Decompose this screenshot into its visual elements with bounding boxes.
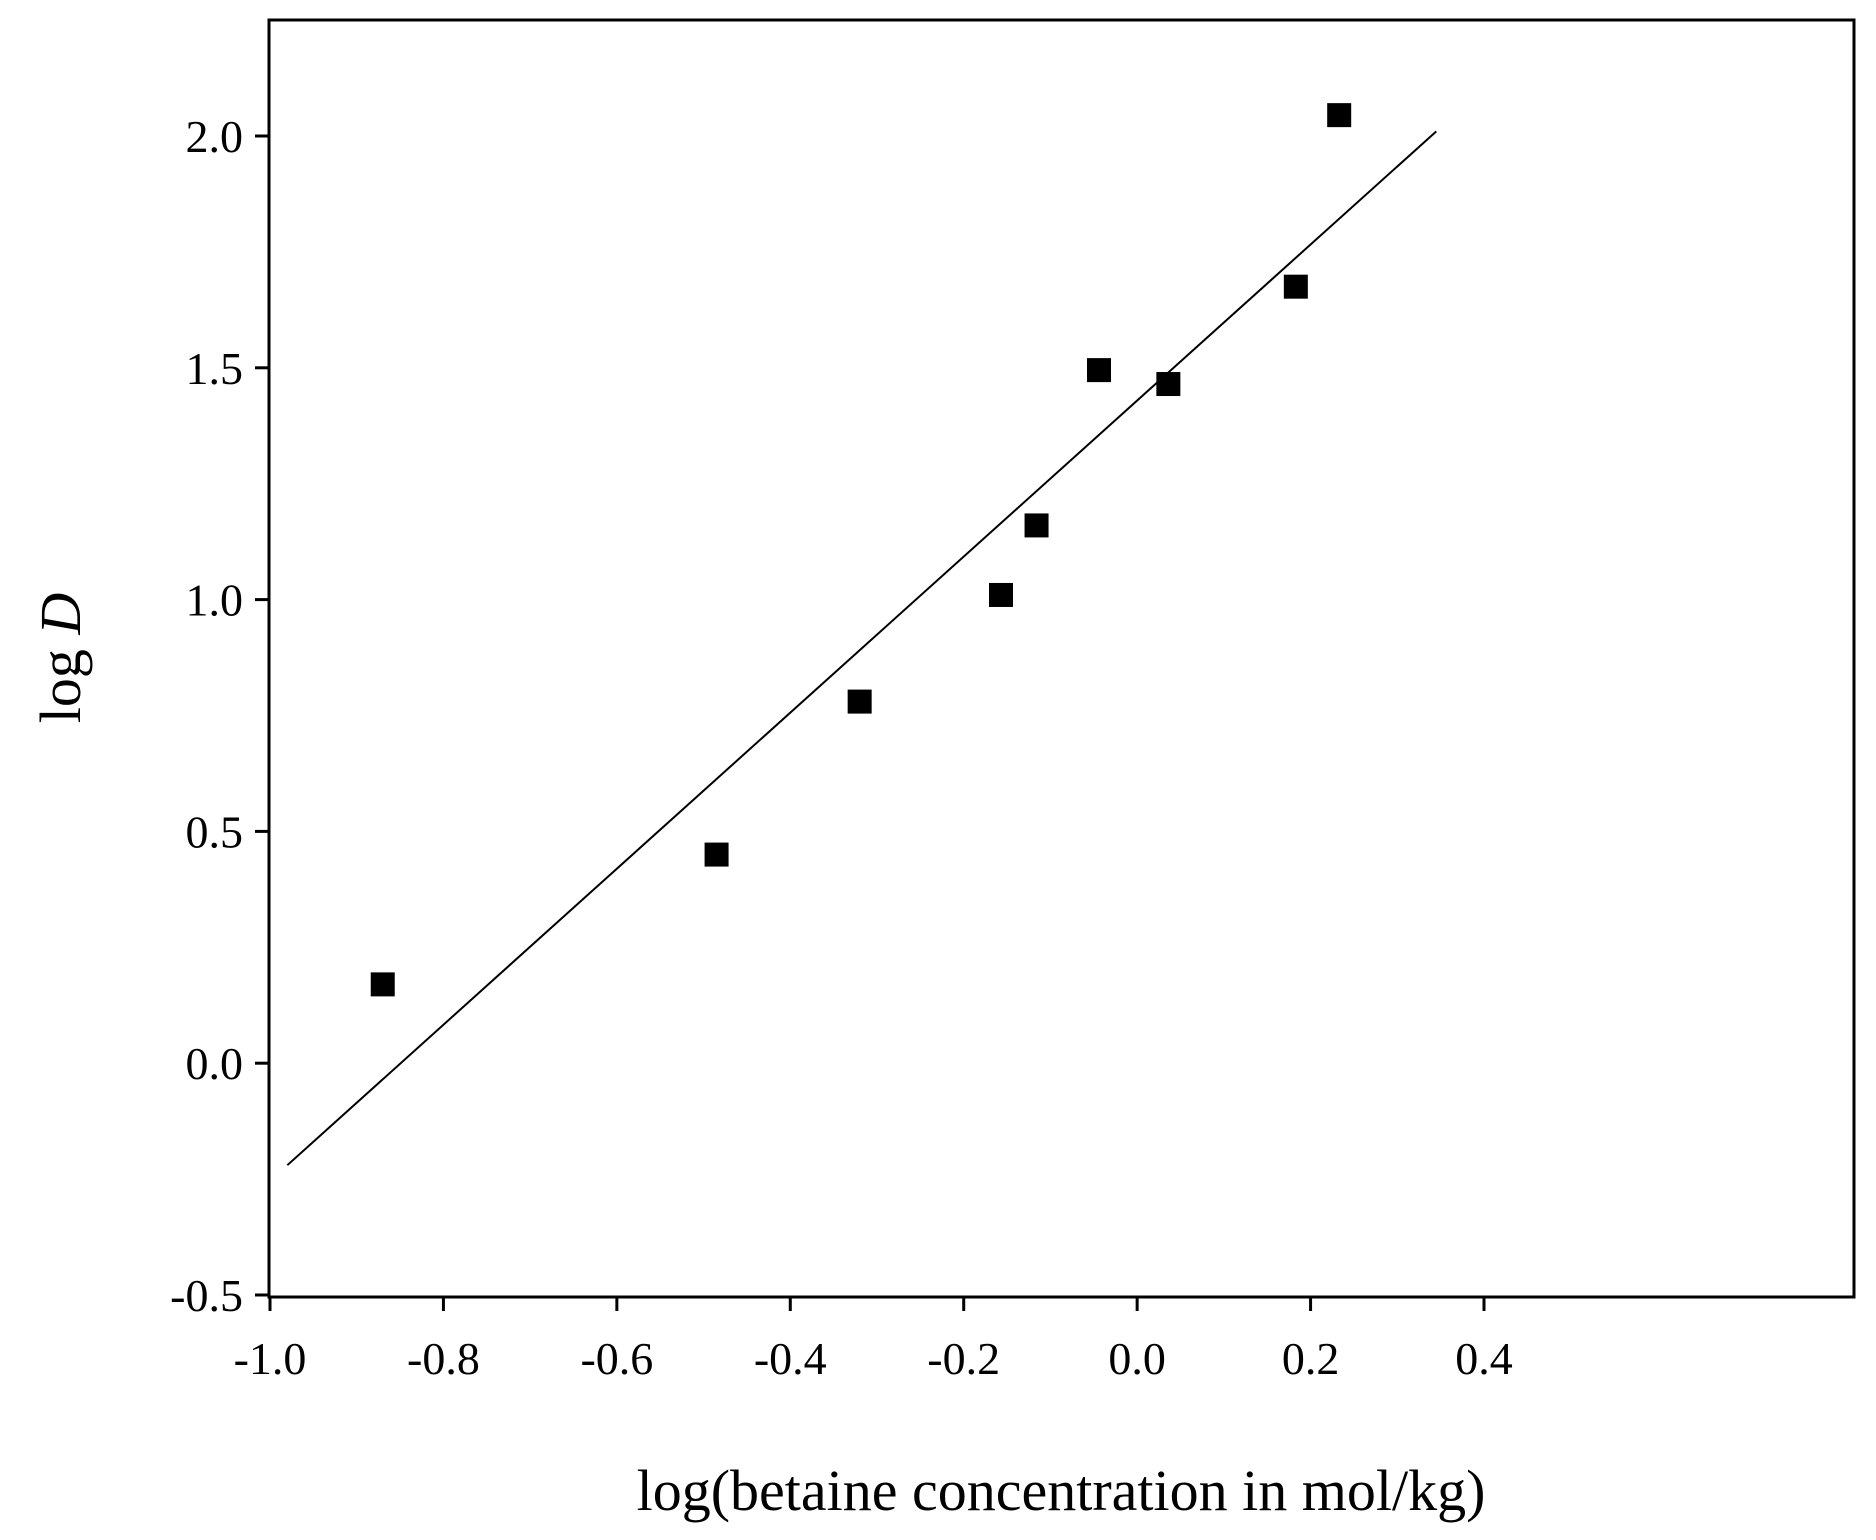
fit-line (286, 130, 1437, 1166)
data-point (1024, 513, 1049, 538)
x-tick-label: 0.4 (1455, 1333, 1513, 1384)
x-tick-label: -0.6 (580, 1333, 653, 1384)
plot-frame (267, 18, 1856, 1299)
x-axis-title: log(betaine concentration in mol/kg) (637, 1458, 1486, 1523)
y-tick-label: 1.0 (186, 575, 244, 626)
y-tick-label: -0.5 (170, 1270, 243, 1321)
x-tick-label: -0.4 (754, 1333, 827, 1384)
x-tick-label: -1.0 (234, 1333, 307, 1384)
y-tick-label: 1.5 (186, 343, 244, 394)
data-point (704, 842, 729, 867)
x-axis-ticks (268, 1297, 1486, 1311)
data-point (1283, 274, 1308, 299)
x-tick-label: 0.2 (1282, 1333, 1340, 1384)
y-tick-label: 2.0 (186, 111, 244, 162)
data-point (370, 972, 395, 997)
data-point (989, 582, 1014, 607)
y-axis-ticks (255, 134, 269, 1297)
y-tick-label: 0.0 (186, 1038, 244, 1089)
data-point (1327, 103, 1352, 128)
y-axis-tick-labels: -0.5 0.0 0.5 1.0 1.5 2.0 (170, 111, 243, 1321)
data-points (370, 103, 1352, 997)
x-tick-label: -0.8 (407, 1333, 480, 1384)
data-point (1086, 358, 1111, 383)
y-tick-label: 0.5 (186, 806, 244, 857)
x-axis-tick-labels: -1.0 -0.8 -0.6 -0.4 -0.2 0.0 0.2 0.4 (234, 1333, 1513, 1384)
data-point (1156, 372, 1181, 397)
x-tick-label: -0.2 (927, 1333, 1000, 1384)
y-axis-title-variable: D (28, 593, 93, 636)
y-axis-title: log D (28, 593, 93, 724)
x-tick-label: 0.0 (1108, 1333, 1166, 1384)
data-point (847, 689, 872, 714)
y-axis-title-prefix: log (28, 635, 93, 724)
